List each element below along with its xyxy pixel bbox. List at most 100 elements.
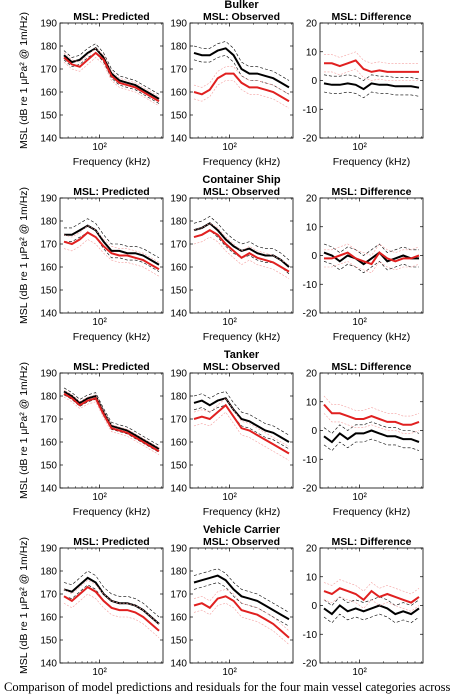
y-tick-label: 0: [311, 426, 317, 437]
y-tick-label: 160: [40, 88, 57, 99]
axes-box: [59, 197, 164, 314]
x-axis-label: Frequency (kHz): [73, 506, 151, 518]
panel-title: MSL: Difference: [332, 186, 412, 198]
panel: MSL: Observed14015016017018019010²Freque…: [170, 536, 294, 678]
y-tick-label: -10: [303, 105, 318, 116]
axes-box: [319, 197, 424, 314]
y-tick-label: 20: [306, 544, 318, 555]
observed-line: [324, 251, 420, 266]
axes-box: [59, 22, 164, 139]
y-tick-label: 140: [40, 309, 57, 320]
model-line: [193, 222, 290, 268]
block-bulker: Bulker MSL (dB re 1 μPa² @ 1m/Hz) MSL: Pre…: [18, 0, 424, 168]
observed-ci-lower: [323, 596, 420, 612]
panel-title: MSL: Difference: [332, 361, 412, 373]
y-tick-label: 10: [306, 572, 318, 583]
model-line: [64, 224, 160, 266]
observed-ci-upper: [193, 222, 290, 265]
x-axis-label: Frequency (kHz): [333, 156, 411, 168]
model-line: [193, 397, 290, 443]
observed-ci-upper: [63, 47, 160, 97]
y-tick-label: -10: [303, 630, 318, 641]
y-tick-label: 10: [306, 397, 318, 408]
model-line: [323, 604, 420, 616]
observed-ci-upper: [324, 243, 420, 256]
y-tick-label: 150: [170, 286, 187, 297]
observed-ci-upper: [323, 579, 420, 595]
y-tick-label: 180: [170, 42, 187, 53]
model-ci-upper: [193, 216, 290, 261]
observed-ci-upper: [324, 51, 419, 64]
y-tick-label: 160: [170, 613, 187, 624]
y-tick-label: 180: [40, 217, 57, 228]
x-tick-label: 10²: [352, 667, 367, 678]
x-tick-label: 10²: [352, 142, 367, 153]
axes-box: [189, 547, 294, 664]
observed-line: [193, 229, 290, 273]
group-title: Tanker: [224, 349, 260, 361]
observed-ci-upper: [323, 395, 420, 417]
y-tick-label: 170: [40, 65, 57, 76]
y-tick-label: -10: [303, 280, 318, 291]
block-tanker: Tanker MSL (dB re 1 μPa² @ 1m/Hz) MSL: Pre…: [18, 349, 424, 518]
observed-line: [193, 72, 290, 103]
y-tick-label: 160: [40, 613, 57, 624]
x-axis-label: Frequency (kHz): [203, 331, 281, 343]
y-tick-label: 160: [170, 263, 187, 274]
y-tick-label: 190: [40, 544, 57, 555]
observed-ci-lower: [63, 57, 160, 107]
y-tick-label: 160: [40, 438, 57, 449]
y-tick-label: 190: [40, 369, 57, 380]
group-title: Vehicle Carrier: [203, 524, 281, 536]
y-axis-label: MSL (dB re 1 μPa² @ 1m/Hz): [18, 537, 30, 674]
model-line: [193, 574, 290, 621]
model-line: [323, 82, 420, 91]
model-ci-upper: [323, 421, 420, 434]
x-axis-label: Frequency (kHz): [333, 331, 411, 343]
y-tick-label: 140: [170, 484, 187, 495]
model-ci-upper: [193, 41, 290, 81]
y-tick-label: 170: [170, 65, 187, 76]
observed-ci-lower: [324, 260, 420, 274]
model-ci-upper: [323, 74, 420, 81]
y-tick-label: -20: [303, 309, 318, 320]
y-tick-label: 20: [306, 194, 318, 205]
axes-box: [59, 547, 164, 664]
model-line: [193, 47, 290, 89]
model-ci-upper: [63, 43, 160, 95]
group-title: Bulker: [224, 0, 259, 11]
panel: MSL: Predicted14015016017018019010²Frequ…: [40, 11, 164, 168]
block-container-ship: Container Ship MSL (dB re 1 μPa² @ 1m/Hz)…: [18, 174, 424, 343]
x-tick-label: 10²: [92, 317, 107, 328]
observed-line: [63, 392, 160, 453]
y-tick-label: -20: [303, 484, 318, 495]
y-tick-label: 190: [170, 544, 187, 555]
model-ci-lower: [64, 232, 160, 272]
y-tick-label: 20: [306, 369, 318, 380]
y-tick-label: 140: [40, 484, 57, 495]
y-axis-label: MSL (dB re 1 μPa² @ 1m/Hz): [18, 12, 30, 149]
axes-box: [59, 372, 164, 489]
model-ci-lower: [323, 91, 420, 99]
y-tick-label: 150: [40, 111, 57, 122]
model-ci-lower: [193, 229, 290, 275]
y-tick-label: 140: [170, 134, 187, 145]
y-tick-label: -20: [303, 134, 318, 145]
model-ci-lower: [323, 613, 420, 624]
observed-line: [63, 585, 160, 632]
x-tick-label: 10²: [352, 317, 367, 328]
x-tick-label: 10²: [92, 667, 107, 678]
y-tick-label: 190: [40, 19, 57, 30]
x-tick-label: 10²: [352, 492, 367, 503]
y-tick-label: 170: [40, 240, 57, 251]
panel-title: MSL: Predicted: [73, 11, 149, 23]
panel-title: MSL: Observed: [203, 186, 280, 198]
model-ci-upper: [193, 391, 290, 436]
observed-line: [193, 595, 290, 639]
y-axis-label: MSL (dB re 1 μPa² @ 1m/Hz): [18, 362, 30, 499]
y-tick-label: 140: [170, 659, 187, 670]
observed-ci-lower: [193, 80, 290, 109]
panel: MSL: Predicted14015016017018019010²Frequ…: [40, 536, 164, 678]
